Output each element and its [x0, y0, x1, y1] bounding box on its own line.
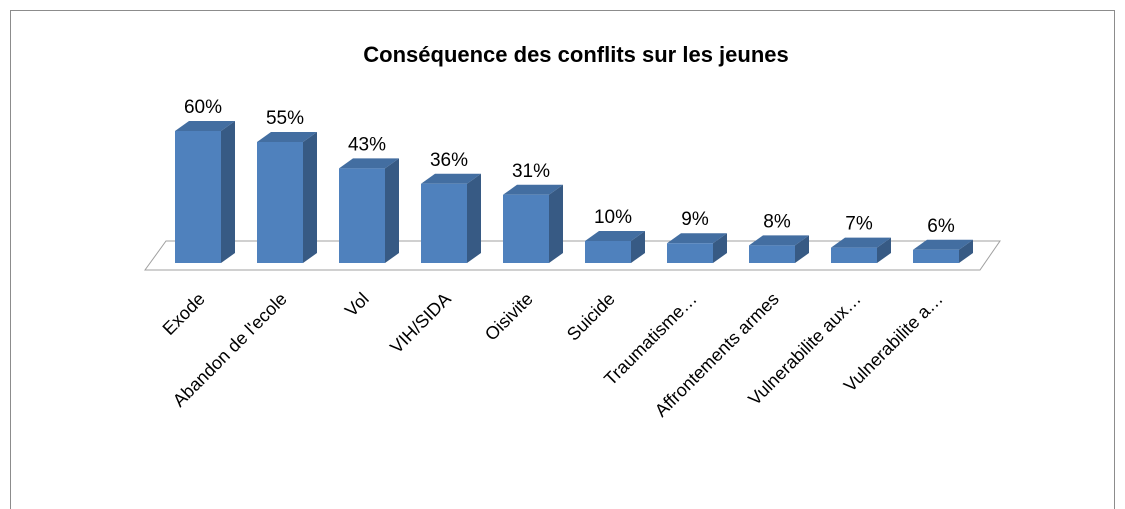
bar-top: [339, 158, 399, 169]
bar-top: [421, 173, 481, 184]
value-label: 43%: [348, 134, 386, 155]
bar: [749, 235, 809, 263]
value-label: 31%: [512, 161, 550, 182]
bar: [831, 237, 891, 263]
bar: [175, 121, 235, 263]
bar: [257, 132, 317, 263]
bar-front: [503, 194, 549, 263]
value-label: 8%: [763, 211, 791, 232]
bar-front: [749, 245, 795, 263]
chart-title: Conséquence des conflits sur les jeunes: [363, 42, 788, 67]
bar-front: [339, 168, 385, 263]
bar-side: [713, 233, 727, 263]
bar-top: [831, 237, 891, 248]
bar-top: [749, 235, 809, 246]
value-label: 7%: [845, 214, 873, 235]
bar-side: [877, 237, 891, 263]
bar: [913, 239, 973, 263]
bar-front: [913, 249, 959, 263]
bar-side: [959, 239, 973, 263]
bar: [339, 158, 399, 263]
bar: [503, 184, 563, 263]
bar: [585, 231, 645, 263]
bar-front: [421, 183, 467, 263]
bar-top: [503, 184, 563, 195]
bar-side: [631, 231, 645, 263]
bar-top: [585, 231, 645, 241]
bar-front: [831, 247, 877, 263]
value-label: 55%: [266, 108, 304, 129]
bar-top: [257, 132, 317, 142]
bar-front: [257, 142, 303, 263]
bar-side: [795, 235, 809, 263]
bar-top: [175, 121, 235, 131]
bar-front: [175, 131, 221, 263]
bar: [421, 173, 481, 263]
value-label: 6%: [927, 216, 955, 237]
value-label: 36%: [430, 150, 468, 171]
bar-front: [667, 243, 713, 263]
bar-side: [303, 132, 317, 263]
value-label: 60%: [184, 97, 222, 118]
bar-top: [913, 239, 973, 250]
value-label: 9%: [681, 209, 709, 230]
bar-side: [221, 121, 235, 263]
bar: [667, 233, 727, 263]
bar-side: [549, 184, 563, 263]
bar-side: [467, 173, 481, 263]
bar-top: [667, 233, 727, 244]
value-label: 10%: [594, 207, 632, 228]
bar-side: [385, 158, 399, 263]
bar-front: [585, 241, 631, 263]
